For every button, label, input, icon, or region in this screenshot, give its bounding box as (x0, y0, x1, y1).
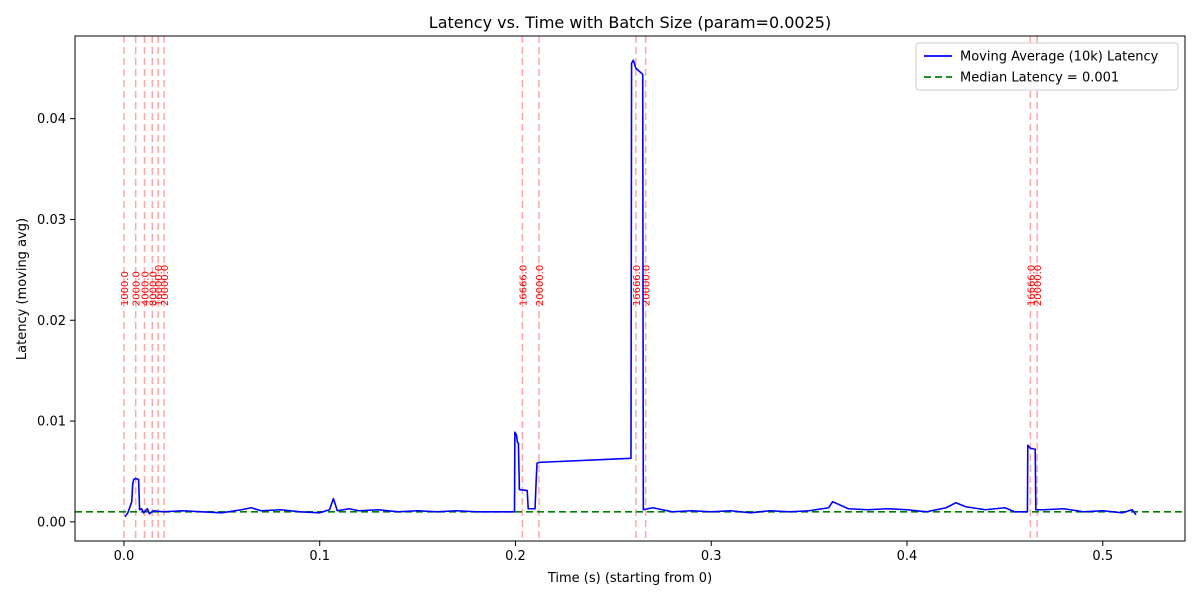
legend: Moving Average (10k) Latency Median Laten… (915, 42, 1179, 91)
x-tick-label: 0.0 (114, 549, 135, 564)
y-tick-label: 0.00 (37, 515, 66, 530)
batch-marker-label: 20000.0 (1033, 265, 1044, 306)
batch-marker-label: 1000.0 (120, 271, 131, 306)
y-axis-label: Latency (moving avg) (15, 218, 30, 360)
batch-marker-label: 16666.0 (632, 265, 643, 306)
x-tick-label: 0.3 (701, 549, 722, 564)
y-tick-label: 0.02 (37, 314, 66, 329)
batch-marker-label: 20000.0 (160, 265, 171, 306)
batch-marker-label: 8000.0 (148, 271, 159, 306)
x-tick-label: 0.2 (505, 549, 526, 564)
x-axis-label: Time (s) (starting from 0) (547, 571, 712, 586)
batch-marker-label: 2000.0 (132, 271, 143, 306)
batch-marker-label: 16666.0 (518, 265, 529, 306)
y-tick-label: 0.04 (37, 112, 66, 127)
batch-marker-label: 20000.0 (642, 265, 653, 306)
x-tick-label: 0.1 (309, 549, 330, 564)
plot-frame (74, 35, 1186, 542)
batch-marker-label: 4000.0 (140, 271, 151, 306)
y-axis-ticks: 0.00 0.01 0.02 0.03 0.04 (37, 112, 75, 530)
batch-marker-label: 16000.0 (154, 265, 165, 306)
batch-marker-label: 20000.0 (535, 265, 546, 306)
series-line-moving-average (124, 59, 1137, 518)
series-group (124, 59, 1137, 518)
legend-box (915, 42, 1179, 91)
x-axis-ticks: 0.0 0.1 0.2 0.3 0.4 0.5 (114, 541, 1113, 564)
y-tick-label: 0.03 (37, 213, 66, 228)
x-tick-label: 0.5 (1092, 549, 1113, 564)
y-tick-label: 0.01 (37, 415, 66, 430)
x-tick-label: 0.4 (897, 549, 918, 564)
chart-title: Latency vs. Time with Batch Size (param=… (429, 13, 831, 32)
legend-entry-label: Median Latency = 0.001 (960, 71, 1119, 86)
batch-marker-label: 16666.0 (1026, 265, 1037, 306)
legend-entry-label: Moving Average (10k) Latency (960, 50, 1159, 65)
